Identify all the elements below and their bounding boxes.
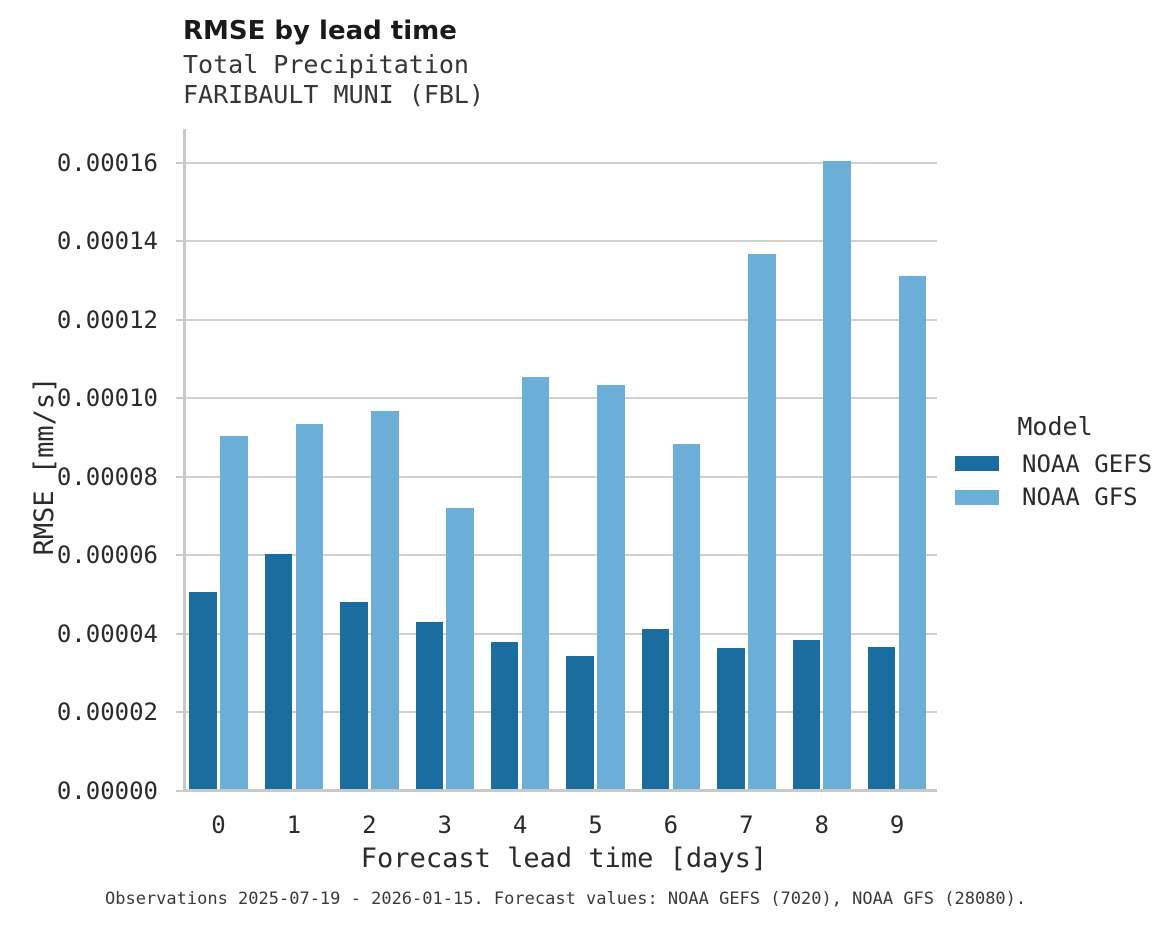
gridline-y xyxy=(186,397,937,400)
gridline-y xyxy=(186,475,937,478)
x-tick-label: 4 xyxy=(512,811,528,839)
y-tick-mark xyxy=(176,475,183,478)
bar-noaa-gefs-day7 xyxy=(717,648,745,789)
bar-noaa-gfs-day4 xyxy=(521,377,550,789)
bar-noaa-gefs-day1 xyxy=(264,554,293,789)
bar-noaa-gefs-day8 xyxy=(792,640,820,789)
bar-noaa-gfs-day1 xyxy=(295,424,324,789)
y-tick-label: 0.00014 xyxy=(56,227,158,256)
x-tick-label: 5 xyxy=(588,811,603,839)
y-tick-label: 0.00010 xyxy=(56,384,158,413)
x-tick-label: 9 xyxy=(889,811,905,839)
legend-label-noaa-gfs: NOAA GFS xyxy=(1022,483,1138,511)
y-tick-mark xyxy=(176,318,183,321)
bar-noaa-gefs-day9 xyxy=(867,647,896,789)
x-tick-label: 7 xyxy=(739,811,754,839)
y-tick-label: 0.00004 xyxy=(56,619,158,648)
bar-noaa-gefs-day5 xyxy=(566,656,594,789)
gridline-y xyxy=(186,711,937,714)
y-tick-label: 0.00016 xyxy=(56,149,158,177)
y-tick-mark xyxy=(176,554,183,557)
bar-noaa-gefs-day6 xyxy=(641,629,670,789)
bar-noaa-gfs-day7 xyxy=(748,254,776,789)
legend-title: Model xyxy=(1017,412,1093,441)
y-tick-label: 0.00000 xyxy=(56,776,158,805)
bar-noaa-gfs-day3 xyxy=(446,508,474,789)
x-tick-label: 2 xyxy=(362,811,377,839)
plot-area xyxy=(183,129,937,792)
gridline-y xyxy=(186,240,937,243)
gridline-y xyxy=(186,162,937,164)
y-tick-label: 0.00006 xyxy=(56,541,158,570)
bar-noaa-gefs-day3 xyxy=(415,622,443,789)
y-tick-label: 0.00012 xyxy=(56,305,158,334)
y-tick-label: 0.00002 xyxy=(56,698,158,727)
caption: Observations 2025-07-19 - 2026-01-15. Fo… xyxy=(105,889,1027,909)
x-tick-label: 8 xyxy=(814,811,829,839)
chart-subtitle-variable: Total Precipitation xyxy=(183,50,469,79)
x-tick-label: 6 xyxy=(663,811,679,839)
legend-swatch-noaa-gfs xyxy=(955,489,999,505)
chart-subtitle-station: FARIBAULT MUNI (FBL) xyxy=(183,80,485,109)
legend-swatch-noaa-gefs xyxy=(955,456,999,471)
y-tick-mark xyxy=(176,632,183,635)
y-tick-mark xyxy=(176,789,183,792)
y-tick-mark xyxy=(176,240,183,243)
gridline-y xyxy=(186,554,937,557)
bar-noaa-gefs-day4 xyxy=(490,642,519,789)
x-tick-label: 3 xyxy=(437,811,452,839)
bar-noaa-gfs-day8 xyxy=(823,161,851,789)
bar-noaa-gfs-day0 xyxy=(220,436,248,789)
y-tick-mark xyxy=(176,711,183,714)
bar-noaa-gefs-day2 xyxy=(340,602,368,789)
gridline-y xyxy=(186,632,937,635)
y-tick-mark xyxy=(176,397,183,400)
bar-noaa-gfs-day2 xyxy=(371,411,399,789)
bar-noaa-gefs-day0 xyxy=(189,592,217,789)
x-tick-label: 0 xyxy=(211,811,226,839)
bar-noaa-gfs-day9 xyxy=(898,276,927,789)
x-axis-title: Forecast lead time [days] xyxy=(360,843,768,874)
bar-noaa-gfs-day5 xyxy=(597,385,625,789)
legend-label-noaa-gefs: NOAA GEFS xyxy=(1022,449,1153,478)
chart-title: RMSE by lead time xyxy=(183,16,457,46)
gridline-y xyxy=(186,318,937,321)
y-tick-mark xyxy=(176,162,183,164)
bar-noaa-gfs-day6 xyxy=(672,444,701,789)
x-tick-label: 1 xyxy=(286,811,302,839)
y-tick-label: 0.00008 xyxy=(56,462,158,491)
